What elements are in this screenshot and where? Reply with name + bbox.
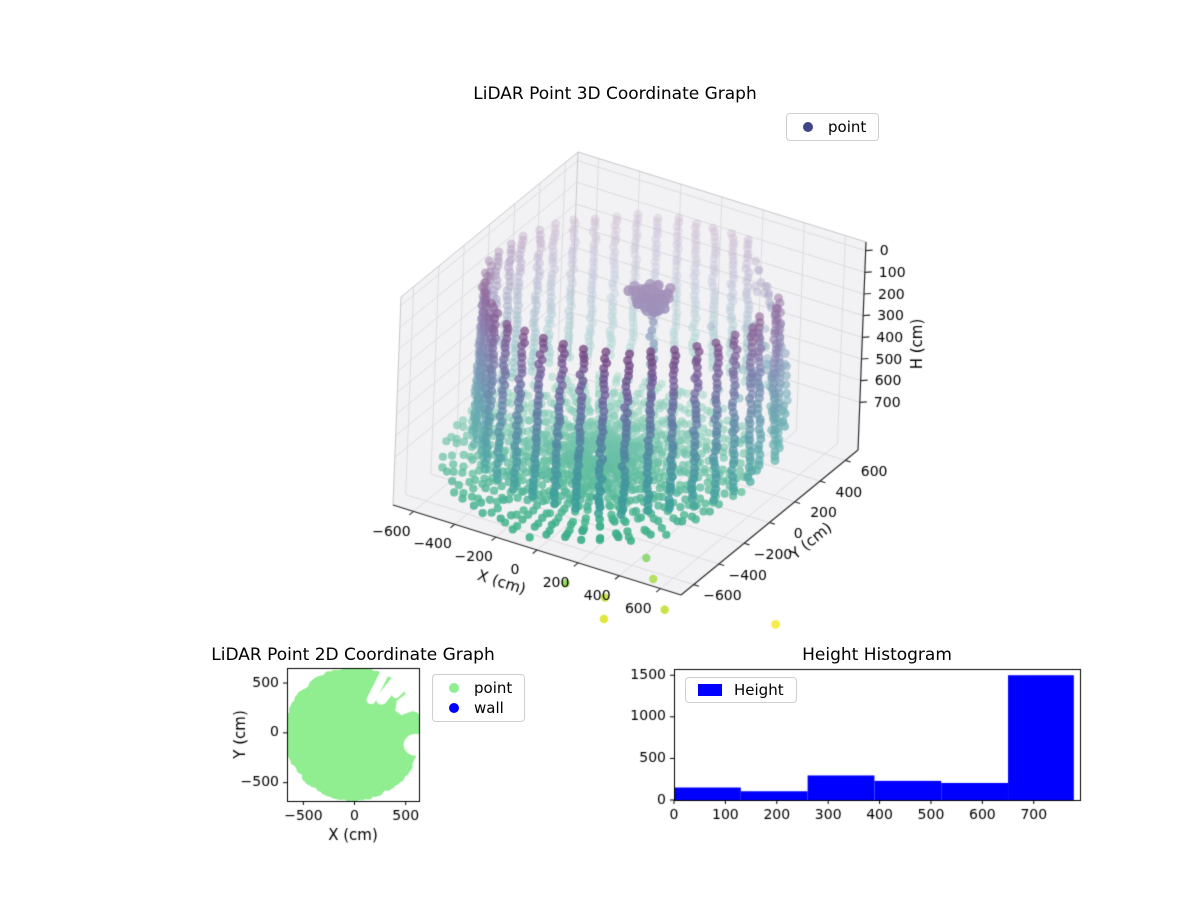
legend-entry-point: point bbox=[797, 117, 866, 137]
histogram-title: Height Histogram bbox=[802, 645, 952, 665]
legend-label-point2d: point bbox=[474, 679, 513, 697]
plot2d-title: LiDAR Point 2D Coordinate Graph bbox=[211, 645, 495, 665]
legend-entry-height: Height bbox=[696, 681, 784, 699]
point-marker-icon bbox=[803, 122, 813, 132]
legend-label-wall: wall bbox=[474, 699, 504, 717]
wall-marker-icon bbox=[449, 703, 459, 713]
plot3d-title: LiDAR Point 3D Coordinate Graph bbox=[473, 84, 757, 104]
legend-entry-wall: wall bbox=[443, 698, 512, 718]
legend-label-height: Height bbox=[734, 681, 784, 699]
legend-label-point: point bbox=[828, 118, 867, 136]
plot2d-legend[interactable]: point wall bbox=[432, 674, 526, 722]
point2d-marker-icon bbox=[449, 683, 459, 693]
plot3d-legend[interactable]: point bbox=[786, 113, 880, 141]
height-swatch-icon bbox=[698, 684, 722, 696]
legend-entry-point2d: point bbox=[443, 678, 512, 698]
histogram-legend[interactable]: Height bbox=[685, 677, 797, 703]
